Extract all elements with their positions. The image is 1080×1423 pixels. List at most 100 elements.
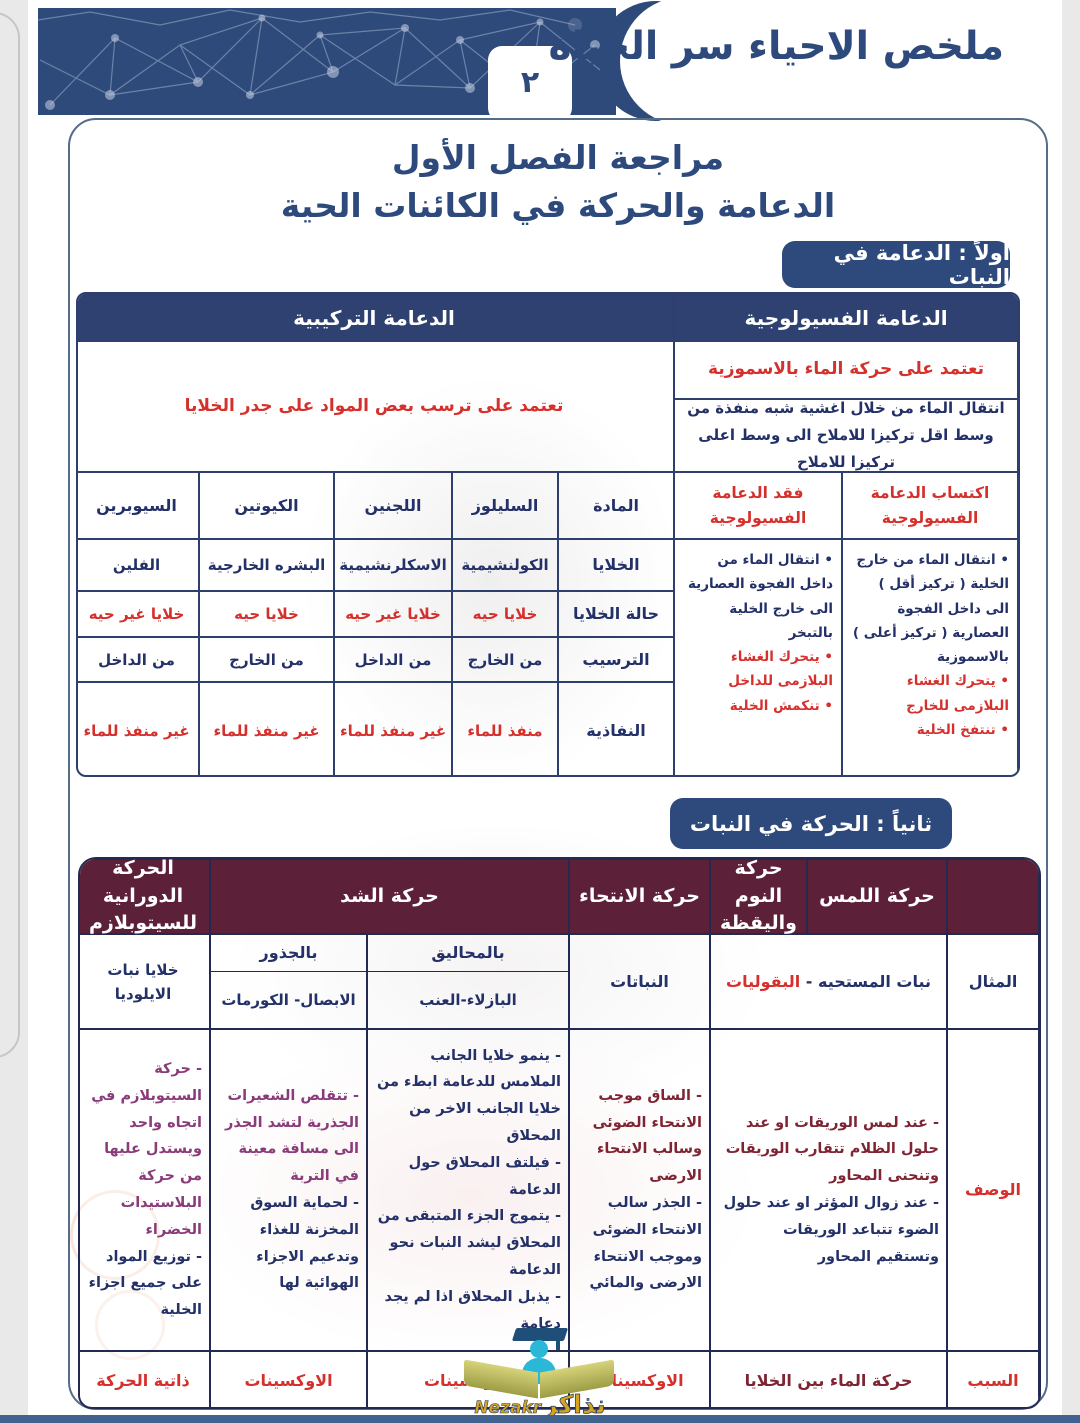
description-item: الجذر سالب الانتحاء الضوئى وموجب الانتحا…	[577, 1190, 702, 1297]
corner-cell	[947, 859, 1039, 934]
background-photo-head	[230, 300, 750, 860]
row-label-cell-state: حالة الخلايا	[558, 591, 674, 637]
cutin-cells: البشره الخارجية	[199, 539, 334, 591]
gain-item: تنتفخ الخلية	[917, 718, 1009, 742]
description-item: عند لمس الوريقات او عند حلول الظلام تتقا…	[718, 1110, 939, 1190]
cause-roots: الاوكسينات	[210, 1351, 367, 1407]
description-item: يتموج الجزء المتبقى من المحلاق ليشد النب…	[375, 1203, 561, 1283]
page-number-tab	[488, 46, 572, 122]
previous-page-edge	[0, 12, 20, 1058]
description-item: تتقلص الشعيرات الجذرية لتشد الجذر الى مس…	[218, 1083, 359, 1190]
lose-item: يتحرك الغشاء البلازمى للداخل	[683, 645, 833, 694]
bottom-blue-bar	[0, 1415, 1080, 1423]
lignin-state: خلايا غير حيه	[334, 591, 452, 637]
student-head-icon	[530, 1340, 548, 1358]
cellulose-cells: الكولنشيمية	[452, 539, 558, 591]
tendrils-subheader: بالمحاليق	[368, 935, 568, 973]
description-touch-sleep: عند لمس الوريقات او عند حلول الظلام تتقا…	[710, 1029, 947, 1351]
row-label-deposition: الترسيب	[558, 637, 674, 682]
gain-item: يتحرك الغشاء البلازمى للخارج	[851, 669, 1009, 718]
main-title: مراجعة الفصل الأول الدعامة والحركة في ال…	[70, 134, 1046, 230]
example-tendrils: بالمحاليق البازلاء-العنب	[367, 934, 569, 1029]
example-touch-sleep-plant: نبات المستحيه -	[805, 971, 931, 991]
watermark-arabic: نذاكر	[543, 1390, 606, 1420]
header-band	[37, 0, 748, 122]
lose-support-header: فقد الدعامة الفسيولوجية	[674, 472, 842, 539]
touch-movement-header: حركة اللمس	[807, 859, 947, 934]
movement-table: حركة اللمس حركة النوم واليقظة حركة الانت…	[78, 857, 1041, 1409]
physio-definition: انتقال الماء من خلال اغشية شبه منفذة من …	[674, 399, 1018, 472]
section2-badge: ثانياً : الحركة في النبات	[670, 798, 952, 849]
gain-support-header: اكتساب الدعامة الفسيولوجية	[842, 472, 1018, 539]
description-roots: تتقلص الشعيرات الجذرية لتشد الجذر الى مس…	[210, 1029, 367, 1351]
suberin-deposition: من الداخل	[78, 637, 199, 682]
description-tropism: الساق موجب الانتحاء الضوئى وسالب الانتحا…	[569, 1029, 710, 1351]
roots-example-value: الابصال- الكورمات	[221, 991, 356, 1010]
cellulose-permeability: منفذ للماء	[452, 682, 558, 775]
cause-touch-sleep: حركة الماء بين الخلايا	[710, 1351, 947, 1407]
main-title-line1: مراجعة الفصل الأول	[391, 138, 725, 177]
lose-item: تنكمش الخلية	[730, 694, 833, 718]
cause-cyclosis: ذاتية الحركة	[80, 1351, 210, 1407]
main-title-line2: الدعامة والحركة في الكائنات الحية	[280, 185, 836, 225]
tension-movement-header: حركة الشد	[210, 859, 569, 934]
row-label-permeability: النفاذية	[558, 682, 674, 775]
row-label-cause: السبب	[947, 1351, 1039, 1407]
gain-item: انتقال الماء من خارج الخلية ( تركيز أقل …	[851, 548, 1009, 669]
document-title: ملخص الاحياء سر الحياة	[548, 24, 1004, 69]
network-pattern	[37, 0, 748, 122]
roots-subheader: بالجذور	[211, 935, 366, 973]
example-roots: بالجذور الابصال- الكورمات	[210, 934, 367, 1029]
lignin-permeability: غير منفذ للماء	[334, 682, 452, 775]
description-item: فيلتف المحلاق حول الدعامة	[375, 1150, 561, 1204]
tropism-movement-header: حركة الانتحاء	[569, 859, 710, 934]
material-cellulose: السليلوز	[452, 472, 558, 539]
lignin-deposition: من الداخل	[334, 637, 452, 682]
graduation-cap-tassel-icon	[556, 1334, 560, 1350]
example-cyclosis: خلايا نبات الايلوديا	[80, 934, 210, 1029]
material-suberin: السيوبرين	[78, 472, 199, 539]
material-cutin: الكيوتين	[199, 472, 334, 539]
row-label-material: المادة	[558, 472, 674, 539]
description-item: يذبل المحلاق اذا لم يجد دعامة	[375, 1284, 561, 1338]
physio-basis: تعتمد على حركة الماء بالاسموزية	[674, 341, 1018, 399]
lignin-cells: الاسكلرنشيمية	[334, 539, 452, 591]
tendrils-example-value: البازلاء-العنب	[419, 991, 517, 1010]
sleep-wake-movement-header: حركة النوم واليقظة	[710, 859, 807, 934]
physiological-support-header: الدعامة الفسيولوجية	[674, 294, 1018, 341]
example-tropism: النباتات	[569, 934, 710, 1029]
example-touch-sleep: نبات المستحيه - البقوليات	[710, 934, 947, 1029]
cutin-permeability: غير منفذ للماء	[199, 682, 334, 775]
description-item: توزيع المواد على جميع اجزاء الخلية	[84, 1244, 202, 1324]
description-item: ينمو خلايا الجانب الملامس للدعامة ابطء م…	[375, 1043, 561, 1150]
suberin-permeability: غير منفذ للماء	[78, 682, 199, 775]
struct-basis: تعتمد على ترسب بعض المواد على جدر الخلاي…	[78, 341, 674, 472]
description-item: عند زوال المؤثر او عند حلول الضوء تتباعد…	[718, 1190, 939, 1270]
content-card: مراجعة الفصل الأول الدعامة والحركة في ال…	[68, 118, 1048, 1410]
section1-badge: أولاً : الدعامة في النبات	[782, 241, 1010, 289]
suberin-cells: الفلين	[78, 539, 199, 591]
watermark-text: Nezakr نذاكر	[452, 1390, 628, 1420]
material-lignin: اللجنين	[334, 472, 452, 539]
row-label-example: المثال	[947, 934, 1039, 1029]
row-label-description: الوصف	[947, 1029, 1039, 1351]
cellulose-deposition: من الخارج	[452, 637, 558, 682]
cutin-state: خلايا حيه	[199, 591, 334, 637]
watermark-latin: Nezakr	[474, 1398, 542, 1419]
row-label-cells: الخلايا	[558, 539, 674, 591]
description-tendrils: ينمو خلايا الجانب الملامس للدعامة ابطء م…	[367, 1029, 569, 1351]
suberin-state: خلايا غير حيه	[78, 591, 199, 637]
description-cyclosis: حركة السيتوبلازم في اتجاه واحد ويستدل عل…	[80, 1029, 210, 1351]
structural-support-header: الدعامة التركيبية	[78, 294, 674, 341]
page-number: ٢	[520, 64, 540, 100]
example-touch-sleep-legumes: البقوليات	[726, 971, 801, 991]
description-item: حركة السيتوبلازم في اتجاه واحد ويستدل عل…	[84, 1056, 202, 1244]
cutin-deposition: من الخارج	[199, 637, 334, 682]
description-item: لحماية السوق المخزنة للغذاء وتدعيم الاجز…	[218, 1190, 359, 1297]
lose-support-details: انتقال الماء من داخل الفجوة العصارية الى…	[674, 539, 842, 775]
cyclosis-movement-header: الحركة الدورانية للسيتوبلازم	[80, 859, 210, 934]
gain-support-details: انتقال الماء من خارج الخلية ( تركيز أقل …	[842, 539, 1018, 775]
support-table: الدعامة الفسيولوجية الدعامة التركيبية تع…	[76, 292, 1020, 777]
nezakr-logo: Nezakr نذاكر	[452, 1328, 628, 1420]
